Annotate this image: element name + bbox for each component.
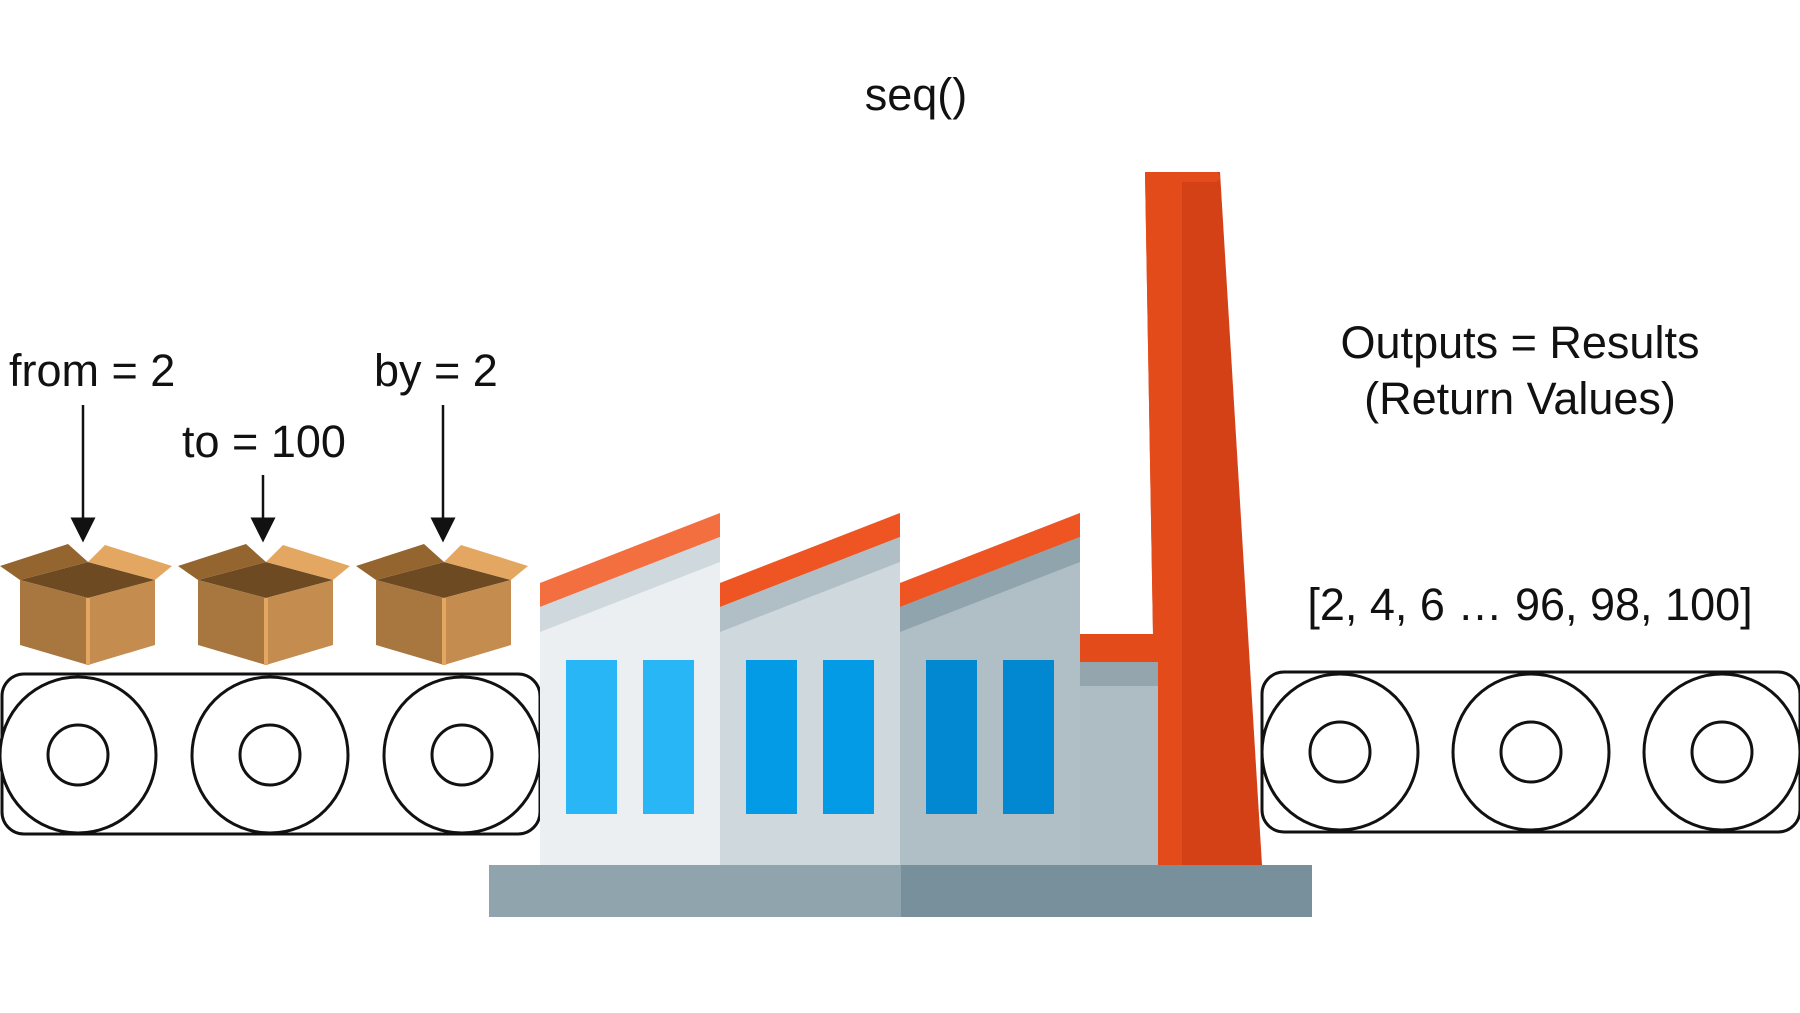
outputs-subheading: (Return Values) <box>1280 376 1760 421</box>
cardboard-box-icon <box>356 544 528 665</box>
function-title: seq() <box>800 72 1032 117</box>
to-label: to = 100 <box>182 419 346 464</box>
conveyor-belt-icon <box>1262 672 1800 832</box>
outputs-heading: Outputs = Results <box>1280 320 1760 365</box>
from-label: from = 2 <box>9 348 175 393</box>
result-sequence: [2, 4, 6 … 96, 98, 100] <box>1270 582 1790 627</box>
factory-icon <box>489 172 1312 917</box>
conveyor-belt-icon <box>0 674 540 834</box>
cardboard-box-icon <box>0 544 172 665</box>
cardboard-box-icon <box>178 544 350 665</box>
by-label: by = 2 <box>374 348 498 393</box>
